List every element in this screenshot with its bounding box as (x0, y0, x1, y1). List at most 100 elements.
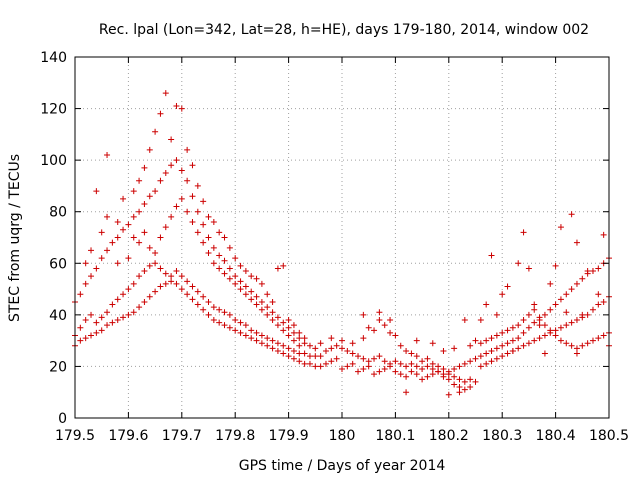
data-point (403, 363, 410, 370)
data-point (536, 322, 543, 329)
data-point (162, 270, 169, 277)
data-point (210, 304, 217, 311)
data-point (173, 157, 180, 164)
data-point (504, 283, 511, 290)
data-point (467, 358, 474, 365)
data-point (114, 296, 121, 303)
data-point (531, 301, 538, 308)
data-point (467, 384, 474, 391)
data-point (226, 265, 233, 272)
x-tick-label: 180.5 (589, 428, 629, 444)
data-point (226, 275, 233, 282)
x-tick-label: 180.2 (429, 428, 469, 444)
data-point (146, 244, 153, 251)
data-point (109, 319, 116, 326)
data-point (98, 229, 105, 236)
data-point (531, 306, 538, 313)
data-point (376, 317, 383, 324)
data-point (242, 322, 249, 329)
data-point (248, 288, 255, 295)
data-point (237, 286, 244, 293)
data-point (194, 229, 201, 236)
data-point (130, 234, 137, 241)
data-point (157, 234, 164, 241)
data-point (547, 327, 554, 334)
data-point (515, 335, 522, 342)
data-point (280, 262, 287, 269)
data-point (242, 332, 249, 339)
data-point (584, 311, 591, 318)
data-point (173, 203, 180, 210)
data-point (253, 293, 260, 300)
data-point (162, 170, 169, 177)
x-tick-label: 179.6 (108, 428, 148, 444)
data-point (440, 371, 447, 378)
data-point (306, 342, 313, 349)
data-point (205, 298, 212, 305)
data-point (82, 335, 89, 342)
data-point (477, 317, 484, 324)
data-point (104, 322, 111, 329)
data-point (189, 162, 196, 169)
data-point (253, 301, 260, 308)
data-point (483, 337, 490, 344)
data-point (333, 342, 340, 349)
data-point (520, 229, 527, 236)
data-point (536, 317, 543, 324)
data-point (274, 340, 281, 347)
data-point (226, 244, 233, 251)
data-point (152, 249, 159, 256)
data-point (184, 146, 191, 153)
data-point (360, 366, 367, 373)
data-point (200, 306, 207, 313)
data-point (429, 360, 436, 367)
data-point (552, 327, 559, 334)
data-point (600, 231, 607, 238)
data-point (152, 288, 159, 295)
data-point (136, 208, 143, 215)
data-point (205, 213, 212, 220)
data-point (339, 366, 345, 373)
data-point (424, 363, 431, 370)
data-point (568, 286, 575, 293)
data-point (93, 319, 100, 326)
data-point (365, 363, 372, 370)
data-point (162, 224, 169, 231)
data-point (93, 265, 100, 272)
data-point (296, 350, 303, 357)
data-point (413, 337, 420, 344)
data-point (499, 329, 506, 336)
data-point (376, 353, 383, 360)
data-points (72, 90, 612, 398)
data-point (472, 378, 479, 385)
data-point (445, 371, 452, 378)
data-point (269, 337, 276, 344)
data-point (264, 335, 271, 342)
data-point (557, 324, 564, 331)
data-point (477, 340, 484, 347)
data-point (451, 373, 458, 380)
data-point (520, 317, 527, 324)
data-point (232, 317, 239, 324)
data-point (200, 293, 207, 300)
data-point (301, 360, 308, 367)
data-point (296, 342, 303, 349)
data-point (280, 342, 287, 349)
data-point (168, 136, 175, 143)
data-point (221, 309, 228, 316)
data-point (152, 188, 159, 195)
data-point (429, 366, 436, 373)
data-point (194, 182, 201, 189)
data-point (531, 319, 538, 326)
data-point (493, 332, 500, 339)
data-point (360, 355, 367, 362)
data-point (264, 291, 271, 298)
data-point (440, 366, 447, 373)
data-point (541, 311, 548, 318)
data-point (93, 329, 100, 336)
data-point (232, 280, 239, 287)
data-point (547, 306, 554, 313)
data-point (595, 265, 602, 272)
data-point (189, 219, 196, 226)
